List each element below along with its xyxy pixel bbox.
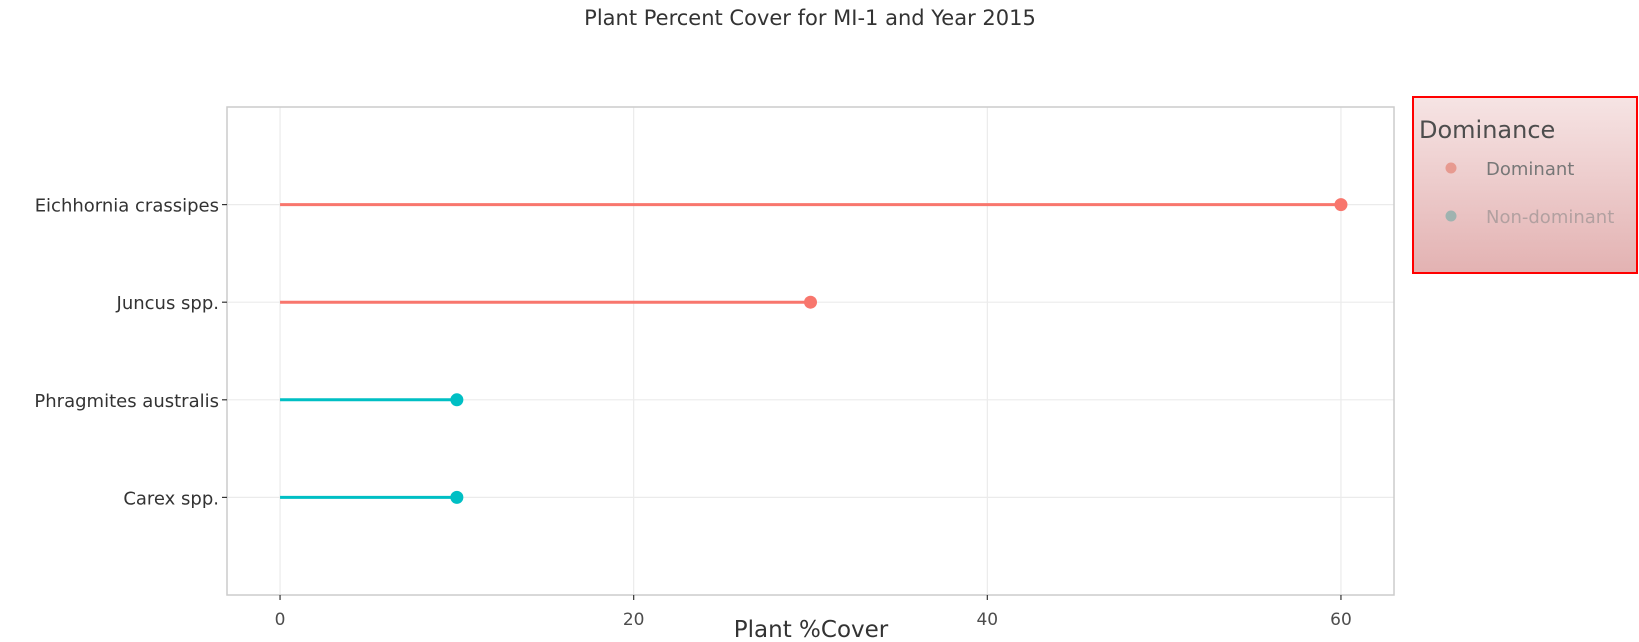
y-tick-label: Carex spp. xyxy=(123,488,219,509)
y-tick-label: Eichhornia crassipes xyxy=(35,196,219,217)
lollipop-marks xyxy=(280,198,1348,504)
lollipop-point xyxy=(450,490,464,504)
lollipop-point xyxy=(450,393,464,407)
legend: Dominance Dominant Non-dominant xyxy=(1412,96,1638,274)
legend-key-nondominant xyxy=(1445,210,1457,222)
x-axis-title: Plant %Cover xyxy=(734,617,889,642)
chart-title: Plant Percent Cover for MI-1 and Year 20… xyxy=(584,6,1036,30)
y-axis-tick-labels: Eichhornia crassipes Juncus spp. Phragmite… xyxy=(34,196,219,510)
legend-label-nondominant: Non-dominant xyxy=(1486,207,1614,228)
grid xyxy=(227,107,1394,595)
y-tick-label: Juncus spp. xyxy=(116,293,219,314)
lollipop-point xyxy=(1334,198,1348,212)
lollipop-point xyxy=(804,295,817,309)
x-axis-tick-labels: 0 20 40 60 xyxy=(275,610,1352,630)
legend-title: Dominance xyxy=(1419,116,1555,144)
legend-label-dominant: Dominant xyxy=(1486,159,1574,180)
panel-border xyxy=(226,106,1395,596)
legend-key-dominant xyxy=(1445,162,1457,174)
x-tick-label: 0 xyxy=(275,610,286,630)
y-tick-label: Phragmites australis xyxy=(34,391,219,412)
x-tick-label: 40 xyxy=(976,610,998,630)
x-tick-label: 60 xyxy=(1330,610,1352,630)
legend-box xyxy=(1412,96,1638,274)
x-tick-label: 20 xyxy=(623,610,645,630)
axis-ticks xyxy=(222,204,1342,600)
